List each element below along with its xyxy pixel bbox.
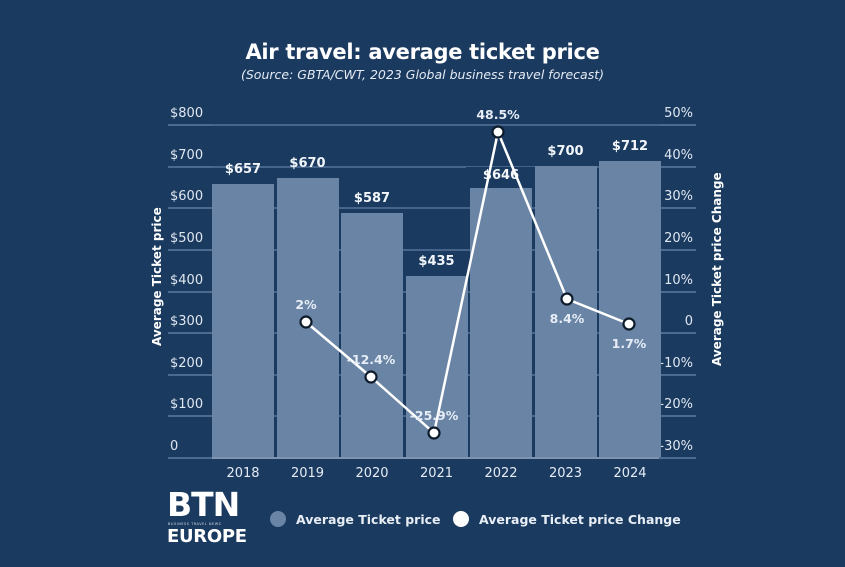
bar-value-label: $670 <box>289 156 326 172</box>
baseline <box>212 457 659 459</box>
gridline <box>168 248 212 251</box>
legend-bar-swatch-icon <box>270 511 286 527</box>
right-tick-label: 0 <box>684 314 693 330</box>
line-point-label: 1.7% <box>611 336 647 351</box>
bar-value-label: $712 <box>611 138 649 154</box>
x-tick-label: 2018 <box>226 466 260 481</box>
btn-logo-tagline: BUSINESS TRAVEL NEWS <box>168 522 222 526</box>
gridline <box>659 165 696 168</box>
line-point-marker <box>491 125 505 139</box>
right-tick-label: 10% <box>664 272 693 288</box>
line-point-marker <box>427 426 441 440</box>
legend-line-swatch-icon <box>453 511 469 527</box>
bar <box>534 165 597 457</box>
legend-bar-label: Average Ticket price <box>296 511 441 527</box>
left-axis-title: Average Ticket price <box>150 207 164 346</box>
gridline <box>168 165 212 168</box>
gridline <box>168 332 212 335</box>
gridline <box>659 207 696 210</box>
bar <box>599 160 661 457</box>
gridline <box>659 373 696 376</box>
chart-title: Air travel: average ticket price <box>245 40 600 64</box>
gridline <box>212 207 659 210</box>
bar <box>341 212 403 457</box>
bar <box>212 183 274 457</box>
line-point-label: -12.4% <box>346 352 396 367</box>
gridline <box>212 248 659 251</box>
x-tick-label: 2024 <box>613 466 647 481</box>
gridline <box>168 207 212 210</box>
gridline <box>168 415 212 418</box>
legend-line-label: Average Ticket price Change <box>479 511 681 527</box>
left-tick-label: 0 <box>170 439 179 454</box>
legend-item-line: Average Ticket price Change <box>453 511 681 527</box>
right-tick-label: 50% <box>664 106 693 121</box>
left-tick-label: $700 <box>170 147 204 163</box>
gridline <box>659 290 696 293</box>
line-point-label: 8.4% <box>549 311 585 326</box>
legend-item-bar: Average Ticket price <box>270 511 441 527</box>
left-tick-label: $100 <box>170 397 204 413</box>
gridline <box>659 124 696 126</box>
left-tick-label: $800 <box>170 106 204 121</box>
gridline <box>168 373 212 376</box>
gridline <box>168 124 212 126</box>
right-tick-label: 40% <box>664 147 693 163</box>
left-tick-label: $200 <box>170 355 204 371</box>
line-point-label: 48.5% <box>476 107 520 122</box>
gridline <box>212 165 659 168</box>
line-point-marker <box>622 317 636 331</box>
x-tick-label: 2020 <box>355 466 389 481</box>
gridline <box>212 124 659 126</box>
gridline <box>659 415 696 418</box>
chart-subtitle: (Source: GBTA/CWT, 2023 Global business … <box>241 67 604 82</box>
x-tick-label: 2021 <box>419 466 454 481</box>
gridline <box>659 457 696 459</box>
bar-value-label: $657 <box>224 161 262 177</box>
gridline <box>659 248 696 251</box>
btn-logo: BTN <box>167 485 240 524</box>
right-axis-title: Average Ticket price Change <box>710 172 724 366</box>
right-tick-label: -30% <box>659 439 693 454</box>
bar <box>470 188 532 457</box>
bar-value-label: $700 <box>547 143 584 159</box>
left-tick-label: $600 <box>170 189 204 205</box>
right-tick-label: -10% <box>659 355 693 371</box>
right-tick-label: 20% <box>664 230 693 246</box>
btn-logo-region: EUROPE <box>167 526 247 547</box>
x-tick-label: 2022 <box>484 466 518 481</box>
change-line <box>305 127 630 436</box>
line-point-label: -25.9% <box>409 408 459 423</box>
line-point-marker <box>364 370 378 384</box>
x-tick-label: 2019 <box>290 466 325 481</box>
left-tick-label: $500 <box>170 230 204 246</box>
gridline <box>168 290 212 293</box>
x-tick-label: 2023 <box>548 466 583 481</box>
left-tick-label: $300 <box>170 314 204 330</box>
line-point-marker <box>560 292 574 306</box>
bar-value-label: $435 <box>418 253 455 269</box>
left-tick-label: $400 <box>170 272 204 288</box>
right-tick-label: -20% <box>659 397 693 413</box>
line-point-marker <box>299 315 313 329</box>
line-point-label: 2% <box>295 297 317 312</box>
gridline <box>659 332 696 335</box>
gridline <box>168 457 212 459</box>
right-tick-label: 30% <box>664 189 693 205</box>
bar-value-label: $587 <box>353 190 391 206</box>
